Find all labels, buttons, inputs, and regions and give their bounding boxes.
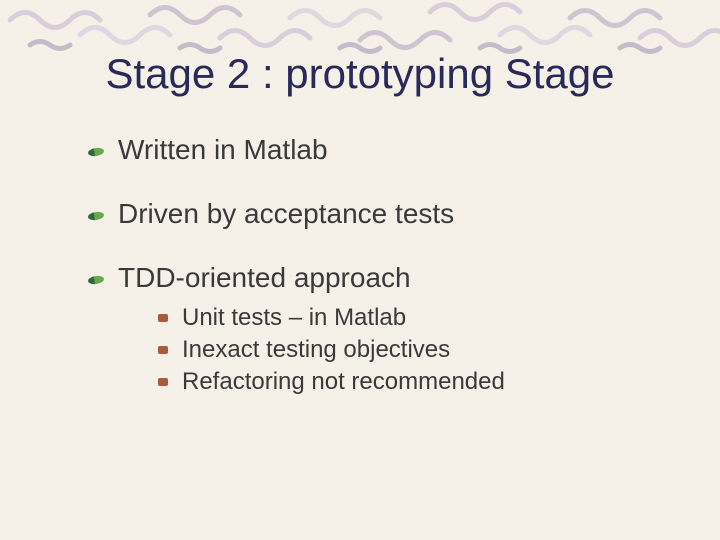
- sub-bullet-item: Unit tests – in Matlab: [158, 304, 660, 332]
- sub-bullet-text: Inexact testing objectives: [182, 336, 450, 363]
- sub-bullet-item: Refactoring not recommended: [158, 368, 660, 396]
- sub-bullet-item: Inexact testing objectives: [158, 336, 660, 364]
- bullet-item: TDD-oriented approach Unit tests – in Ma…: [88, 262, 660, 396]
- bullet-text: TDD-oriented approach: [118, 262, 411, 293]
- slide-title: Stage 2 : prototyping Stage: [60, 50, 660, 98]
- bullet-item: Driven by acceptance tests: [88, 198, 660, 230]
- main-bullet-list: Written in Matlab Driven by acceptance t…: [60, 134, 660, 396]
- sub-bullet-text: Unit tests – in Matlab: [182, 304, 406, 331]
- sub-bullet-text: Refactoring not recommended: [182, 368, 505, 395]
- bullet-item: Written in Matlab: [88, 134, 660, 166]
- bullet-text: Written in Matlab: [118, 134, 328, 165]
- sub-bullet-list: Unit tests – in Matlab Inexact testing o…: [118, 304, 660, 396]
- bullet-text: Driven by acceptance tests: [118, 198, 454, 229]
- slide-content: Stage 2 : prototyping Stage Written in M…: [0, 0, 720, 396]
